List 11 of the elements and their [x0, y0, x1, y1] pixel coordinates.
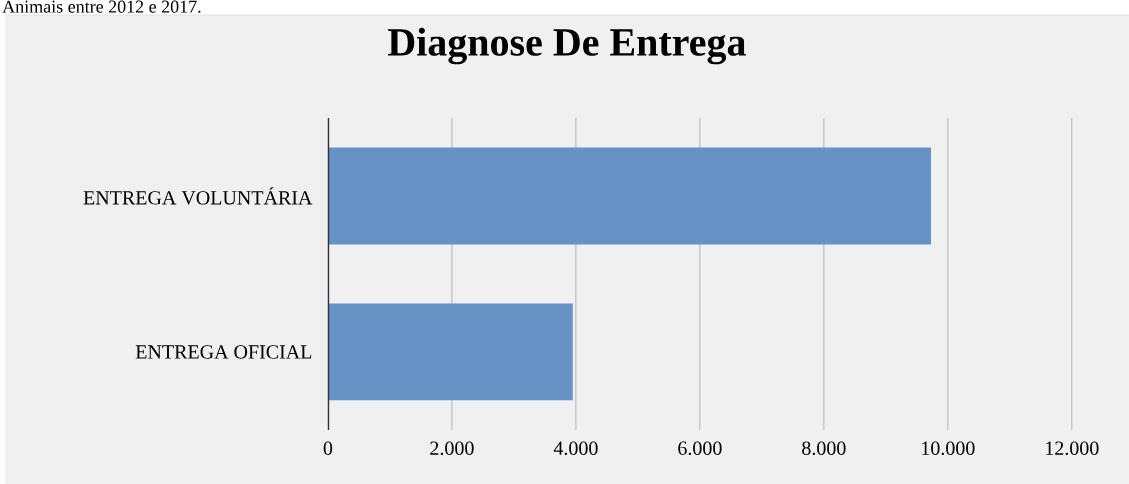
- x-tick-label: 4.000: [553, 441, 598, 456]
- text: Animais entre 2012 e 2017.: [2, 0, 201, 13]
- chart-title: Diagnose De Entrega: [388, 27, 746, 65]
- x-tick-label: 8.000: [802, 441, 846, 456]
- x-tick-label: 6.000: [678, 441, 722, 456]
- x-tick-label: 10.000: [922, 441, 975, 456]
- y-tick-label: ENTREGA OFICIAL: [135, 345, 312, 359]
- x-tick-label: 12.000: [1046, 441, 1099, 456]
- y-tick-label: ENTREGA VOLUNTÁRIA: [83, 187, 313, 205]
- x-tick-label: 0: [323, 441, 333, 455]
- x-tick-label: 2.000: [430, 441, 474, 456]
